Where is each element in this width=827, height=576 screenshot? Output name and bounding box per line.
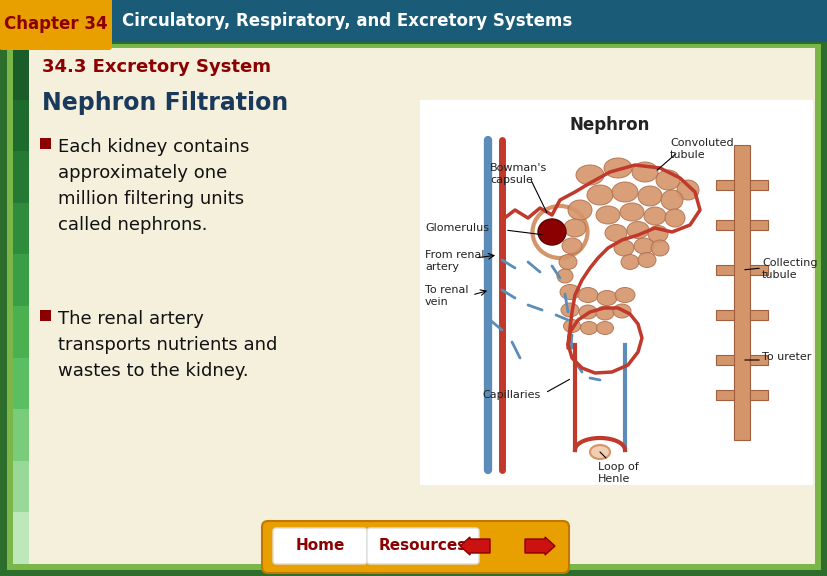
Text: Capillaries: Capillaries	[481, 390, 539, 400]
Text: Loop of
Henle: Loop of Henle	[597, 462, 638, 484]
Ellipse shape	[614, 240, 633, 256]
Ellipse shape	[595, 321, 613, 335]
Bar	[40, 138, 51, 149]
Bar	[749, 220, 767, 230]
Bar	[749, 265, 767, 275]
Ellipse shape	[561, 303, 578, 317]
Bar	[715, 310, 733, 320]
Bar	[13, 48, 814, 564]
Bar	[13, 48, 29, 100]
Ellipse shape	[619, 203, 643, 221]
Ellipse shape	[595, 206, 619, 224]
Ellipse shape	[590, 445, 609, 459]
Bar	[715, 390, 733, 400]
Bar	[13, 151, 29, 203]
FancyArrow shape	[524, 537, 554, 555]
FancyBboxPatch shape	[261, 521, 568, 573]
Bar	[13, 100, 29, 151]
Ellipse shape	[614, 287, 634, 302]
Bar	[13, 255, 29, 306]
Text: 34.3 Excretory System: 34.3 Excretory System	[42, 58, 270, 76]
Ellipse shape	[580, 321, 597, 335]
Ellipse shape	[611, 182, 638, 202]
Ellipse shape	[626, 222, 648, 238]
Ellipse shape	[562, 238, 581, 254]
Text: Bowman's
capsule: Bowman's capsule	[490, 163, 547, 184]
Ellipse shape	[559, 285, 579, 300]
Ellipse shape	[605, 225, 626, 241]
Text: Glomerulus: Glomerulus	[424, 223, 489, 233]
Ellipse shape	[563, 219, 586, 237]
Bar	[749, 180, 767, 190]
Text: transports nutrients and: transports nutrients and	[58, 336, 277, 354]
Ellipse shape	[595, 306, 614, 320]
Text: From renal
artery: From renal artery	[424, 250, 484, 272]
Ellipse shape	[567, 200, 591, 220]
Bar	[715, 355, 733, 365]
Ellipse shape	[655, 170, 679, 190]
Ellipse shape	[558, 255, 576, 270]
Text: To renal
vein: To renal vein	[424, 285, 468, 306]
Bar	[13, 306, 29, 358]
FancyBboxPatch shape	[366, 528, 479, 564]
Ellipse shape	[596, 290, 616, 305]
Text: The renal artery: The renal artery	[58, 310, 203, 328]
Bar	[749, 355, 767, 365]
Ellipse shape	[660, 190, 682, 210]
Text: To ureter: To ureter	[761, 352, 810, 362]
Text: Collecting
tubule: Collecting tubule	[761, 258, 816, 279]
FancyBboxPatch shape	[273, 528, 366, 564]
Bar	[13, 409, 29, 461]
Bar	[40, 310, 51, 321]
Bar	[13, 461, 29, 513]
Bar	[0, 0, 827, 42]
Text: Nephron Filtration: Nephron Filtration	[42, 91, 288, 115]
Text: Resources: Resources	[379, 539, 466, 554]
Text: Home: Home	[295, 539, 344, 554]
Ellipse shape	[576, 165, 603, 185]
Ellipse shape	[586, 185, 612, 205]
Text: wastes to the kidney.: wastes to the kidney.	[58, 362, 248, 380]
Bar	[715, 220, 733, 230]
Ellipse shape	[638, 252, 655, 267]
Ellipse shape	[638, 186, 662, 206]
FancyArrow shape	[460, 537, 490, 555]
Ellipse shape	[538, 219, 566, 245]
Ellipse shape	[620, 255, 638, 270]
Bar	[419, 100, 812, 485]
Text: Chapter 34: Chapter 34	[4, 15, 108, 33]
Ellipse shape	[648, 225, 667, 242]
Bar	[13, 513, 29, 564]
Ellipse shape	[631, 162, 657, 182]
Ellipse shape	[578, 305, 596, 319]
Ellipse shape	[577, 287, 597, 302]
Ellipse shape	[676, 180, 698, 200]
Bar	[749, 390, 767, 400]
Bar	[733, 145, 749, 440]
Text: Each kidney contains: Each kidney contains	[58, 138, 249, 156]
Ellipse shape	[643, 207, 665, 225]
Bar	[715, 180, 733, 190]
Bar	[13, 358, 29, 409]
Bar	[749, 310, 767, 320]
Text: million filtering units: million filtering units	[58, 190, 244, 208]
Ellipse shape	[557, 269, 572, 283]
Ellipse shape	[603, 158, 631, 178]
Ellipse shape	[612, 304, 630, 318]
Text: approximately one: approximately one	[58, 164, 227, 182]
Bar	[13, 203, 29, 255]
Ellipse shape	[633, 238, 653, 254]
Text: Circulatory, Respiratory, and Excretory Systems: Circulatory, Respiratory, and Excretory …	[122, 12, 571, 30]
Text: Convoluted
tubule: Convoluted tubule	[669, 138, 733, 160]
Bar	[715, 265, 733, 275]
Ellipse shape	[650, 240, 668, 256]
Ellipse shape	[664, 209, 684, 227]
Ellipse shape	[563, 320, 580, 332]
FancyBboxPatch shape	[0, 0, 112, 50]
Text: called nephrons.: called nephrons.	[58, 216, 208, 234]
Text: Nephron: Nephron	[569, 116, 649, 134]
